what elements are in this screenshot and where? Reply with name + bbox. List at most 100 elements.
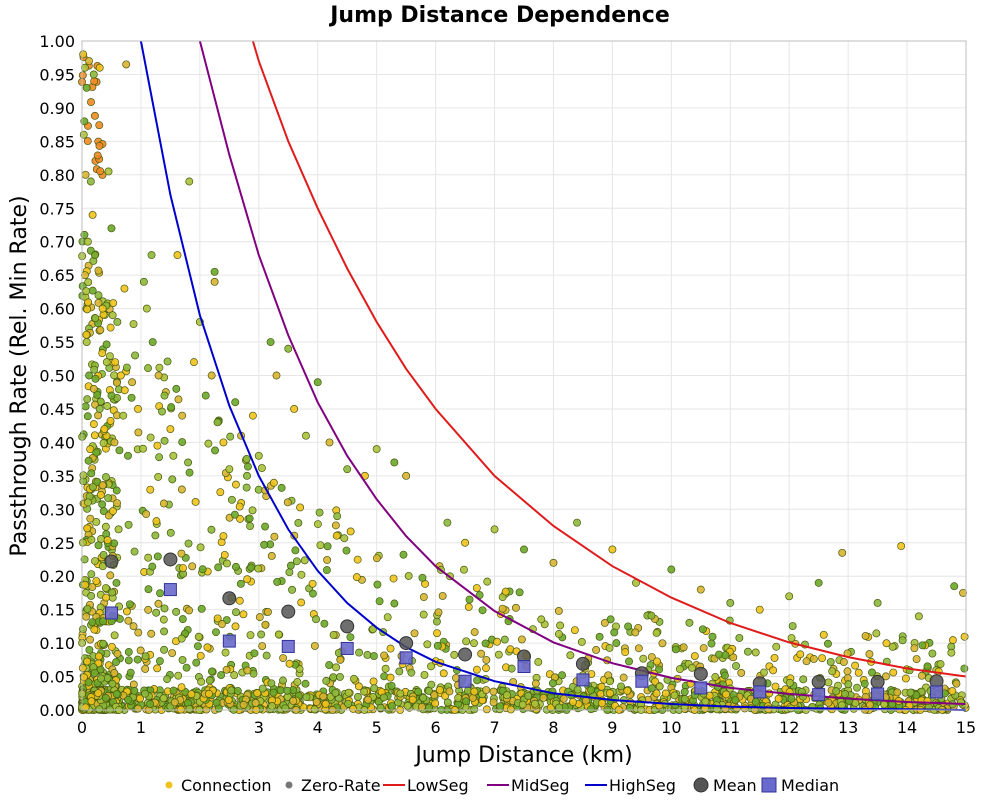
connection-point: [107, 642, 116, 651]
connection-point: [160, 645, 169, 654]
connection-point: [222, 665, 231, 674]
connection-point: [554, 630, 563, 638]
connection-point: [558, 671, 567, 680]
legend-label: Median: [781, 776, 839, 795]
connection-point: [667, 565, 676, 574]
connection-point: [111, 358, 120, 367]
connection-point: [316, 541, 325, 550]
connection-point: [90, 77, 99, 86]
connection-point: [489, 698, 498, 707]
connection-point: [94, 266, 103, 275]
x-tick-label: 2: [195, 718, 205, 737]
connection-point: [433, 629, 441, 638]
connection-point: [79, 625, 87, 634]
connection-point: [124, 656, 133, 665]
connection-point: [369, 677, 378, 686]
y-tick-label: 0.55: [39, 333, 75, 352]
connection-point: [258, 642, 267, 650]
connection-point: [507, 664, 516, 673]
connection-point: [124, 648, 133, 656]
y-tick-label: 0.45: [39, 400, 75, 419]
connection-point: [554, 607, 563, 615]
connection-point: [268, 702, 276, 711]
median-marker: [635, 674, 649, 688]
connection-point: [653, 657, 661, 666]
connection-point: [279, 676, 287, 685]
connection-point: [785, 592, 794, 601]
connection-point: [432, 617, 441, 626]
connection-point: [84, 678, 93, 687]
connection-point: [343, 465, 352, 474]
connection-point: [297, 598, 306, 607]
connection-point: [577, 638, 586, 646]
connection-point: [134, 428, 143, 437]
median-marker: [517, 660, 531, 674]
x-tick-label: 10: [661, 718, 681, 737]
connection-point: [177, 634, 186, 643]
connection-point: [174, 671, 183, 680]
connection-point: [102, 358, 111, 367]
connection-point: [163, 357, 172, 366]
y-tick-label: 0.10: [39, 634, 75, 653]
connection-point: [207, 371, 216, 380]
connection-point: [146, 700, 155, 709]
curve-layer: [139, 40, 967, 711]
connection-point: [243, 575, 252, 584]
connection-point: [910, 644, 919, 653]
connection-point: [539, 693, 548, 702]
connection-point: [169, 686, 178, 695]
connection-point: [81, 170, 90, 179]
y-tick-label: 1.00: [39, 32, 75, 51]
connection-point: [732, 661, 740, 670]
connection-point: [596, 690, 605, 698]
connection-point: [81, 580, 90, 589]
connection-point: [928, 649, 937, 658]
connection-point: [82, 83, 91, 92]
connection-point: [333, 512, 342, 521]
connection-point: [322, 566, 331, 575]
x-tick-label: 5: [372, 718, 382, 737]
connection-point: [470, 687, 479, 696]
connection-point: [434, 608, 443, 617]
connection-point: [83, 412, 92, 421]
connection-point: [97, 674, 105, 683]
connection-point: [134, 704, 143, 713]
connection-point: [386, 644, 395, 653]
connection-point: [707, 639, 716, 648]
connection-point: [188, 562, 197, 571]
connection-point: [769, 666, 778, 675]
connection-point: [597, 682, 606, 691]
connection-point: [120, 386, 129, 395]
connection-point: [179, 564, 187, 572]
connection-point: [500, 635, 509, 644]
connection-point: [124, 520, 133, 529]
y-tick-label: 0.90: [39, 99, 75, 118]
connection-point: [439, 669, 448, 678]
connection-point: [948, 687, 957, 696]
connection-point: [154, 371, 163, 380]
connection-point: [130, 686, 139, 695]
connection-point: [96, 167, 105, 176]
y-tick-label: 0.85: [39, 132, 75, 151]
y-tick-label: 0.35: [39, 467, 75, 486]
mean-marker: [870, 674, 885, 689]
connection-point: [639, 654, 648, 663]
connection-point: [90, 625, 99, 634]
median-marker: [340, 641, 354, 655]
connection-point: [279, 654, 288, 662]
connection-point: [248, 411, 257, 420]
connection-point: [110, 631, 119, 640]
connection-point: [80, 63, 89, 72]
median-marker: [458, 674, 472, 688]
connection-point: [771, 682, 780, 691]
connection-point: [647, 611, 656, 620]
legend-item-zero-rate: Zero-Rate: [285, 776, 381, 795]
connection-point: [470, 628, 479, 637]
connection-point: [94, 541, 103, 550]
connection-point: [193, 642, 202, 651]
connection-point: [220, 550, 229, 559]
connection-point: [82, 338, 91, 346]
connection-point: [153, 441, 162, 450]
connection-point: [94, 298, 103, 307]
connection-point: [101, 584, 110, 592]
